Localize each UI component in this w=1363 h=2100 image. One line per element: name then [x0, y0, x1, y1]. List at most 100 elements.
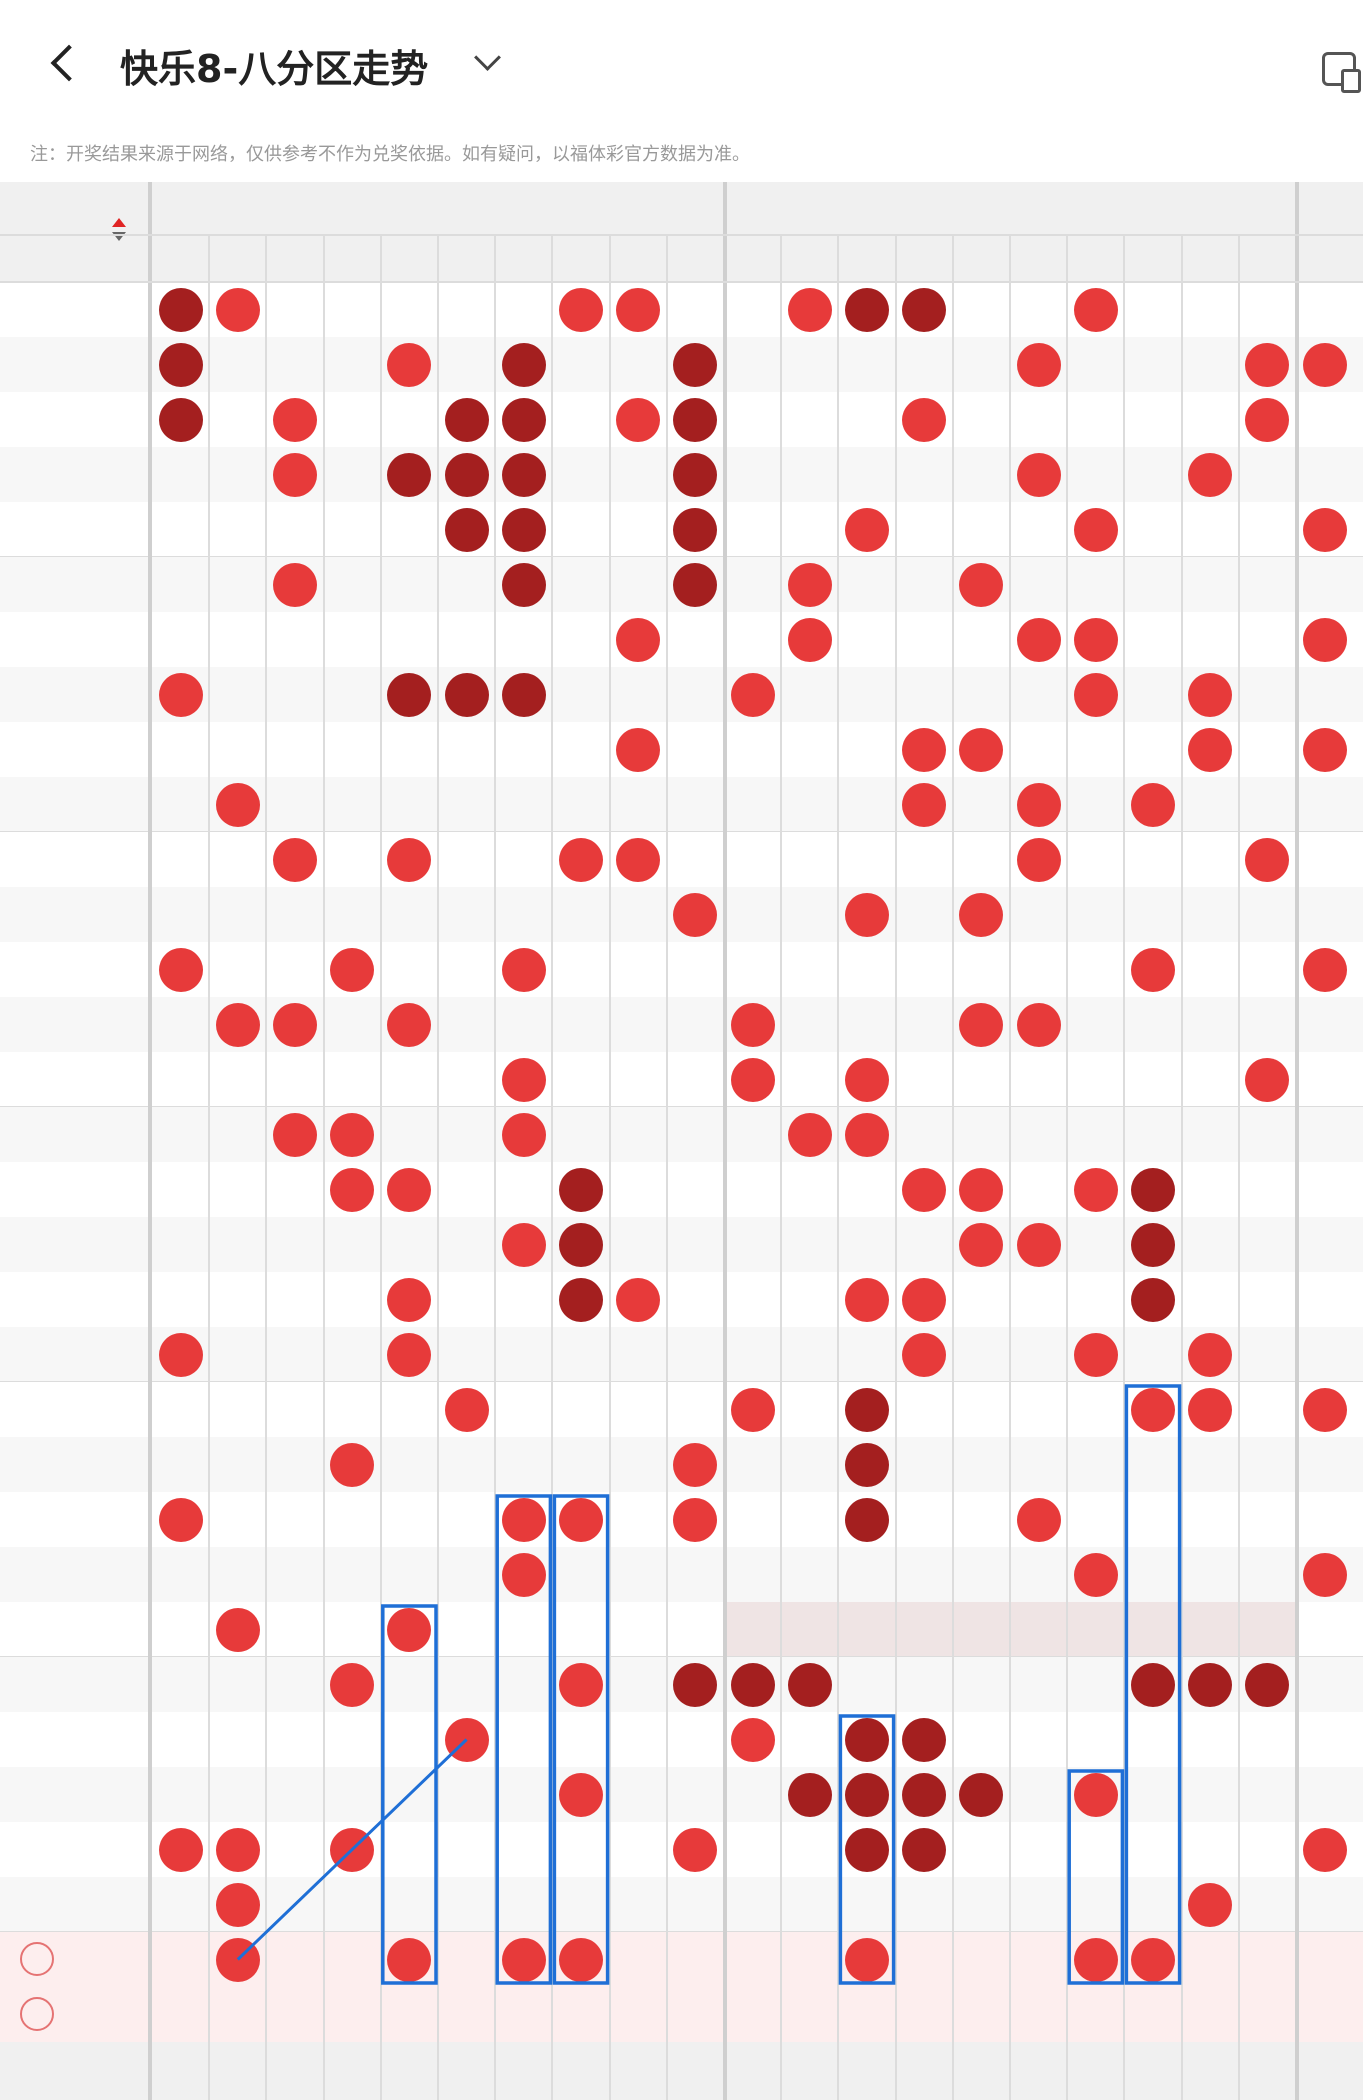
drawn-ball	[1302, 507, 1347, 552]
drawn-ball	[1302, 947, 1347, 992]
drawn-ball	[387, 837, 432, 882]
selected-ball[interactable]	[501, 1937, 546, 1982]
table-row	[0, 1712, 1363, 1767]
drawn-ball	[1302, 1387, 1347, 1432]
table-row	[0, 1547, 1363, 1602]
drawn-ball	[845, 1112, 889, 1157]
drawn-ball	[959, 562, 1004, 607]
drawn-ball	[902, 1277, 947, 1322]
drawn-ball	[673, 452, 718, 497]
drawn-ball	[501, 507, 546, 552]
drawn-ball	[1131, 1167, 1175, 1212]
drawn-ball	[902, 287, 947, 332]
drawn-ball	[1016, 1497, 1061, 1542]
drawn-ball	[787, 1772, 832, 1817]
column-divider	[837, 234, 840, 2100]
drawn-ball	[501, 562, 546, 607]
table-row	[0, 612, 1363, 667]
drawn-ball	[559, 1277, 603, 1322]
drawn-ball	[845, 892, 889, 937]
drawn-ball	[616, 727, 661, 772]
drawn-ball	[273, 397, 317, 442]
drawn-ball	[959, 1222, 1004, 1267]
drawn-ball	[902, 1772, 947, 1817]
top-bar: 快乐8-八分区走势 注：开奖结果来源于网络，仅供参考不作为兑奖依据。如有疑问，以…	[0, 0, 1363, 165]
drawn-ball	[158, 342, 203, 387]
selected-ball[interactable]	[387, 1937, 432, 1982]
drawn-ball	[902, 727, 947, 772]
drawn-ball	[845, 1717, 889, 1762]
drawn-ball	[1302, 1827, 1347, 1872]
screen-rotate-icon[interactable]	[1322, 52, 1361, 93]
drawn-ball	[1073, 287, 1118, 332]
drawn-ball	[1073, 507, 1118, 552]
drawn-ball	[559, 1662, 603, 1707]
drawn-ball	[215, 1002, 260, 1047]
drawn-ball	[1188, 1387, 1233, 1432]
drawn-ball	[1245, 837, 1290, 882]
drawn-ball	[845, 1387, 889, 1432]
drawn-ball	[1016, 837, 1061, 882]
drawn-ball	[845, 1827, 889, 1872]
drawn-ball	[444, 397, 489, 442]
column-divider	[437, 234, 439, 2100]
table-row	[0, 1107, 1363, 1162]
column-divider	[780, 234, 783, 2100]
selected-ball[interactable]	[845, 1937, 889, 1982]
selected-ball[interactable]	[1073, 1937, 1118, 1982]
sort-asc-icon[interactable]	[112, 218, 126, 227]
pick-row	[0, 1987, 1363, 2042]
pick-radio[interactable]	[20, 1942, 54, 1976]
back-arrow-icon[interactable]	[44, 40, 84, 90]
drawn-ball	[501, 1222, 546, 1267]
drawn-ball	[1073, 1772, 1118, 1817]
drawn-ball	[673, 1442, 718, 1487]
table-row	[0, 997, 1363, 1052]
drawn-ball	[959, 1772, 1004, 1817]
drawn-ball	[273, 837, 317, 882]
drawn-ball	[845, 1442, 889, 1487]
drawn-ball	[1302, 727, 1347, 772]
zone-divider	[1295, 182, 1299, 2100]
column-divider	[265, 234, 268, 2100]
drawn-ball	[444, 1717, 489, 1762]
table-row	[0, 1052, 1363, 1107]
drawn-ball	[559, 837, 603, 882]
drawn-ball	[673, 1497, 718, 1542]
drawn-ball	[902, 1332, 947, 1377]
drawn-ball	[387, 1167, 432, 1212]
drawn-ball	[273, 1002, 317, 1047]
drawn-ball	[387, 342, 432, 387]
drawn-ball	[387, 1002, 432, 1047]
drawn-ball	[501, 1057, 546, 1102]
column-divider	[1180, 234, 1183, 2100]
drawn-ball	[673, 892, 718, 937]
pick-radio[interactable]	[20, 1997, 54, 2031]
table-row	[0, 667, 1363, 722]
selected-ball[interactable]	[1131, 1937, 1175, 1982]
drawn-ball	[616, 1277, 661, 1322]
period-divider	[148, 182, 152, 2100]
drawn-ball	[1073, 672, 1118, 717]
drawn-ball	[444, 672, 489, 717]
selected-ball[interactable]	[559, 1937, 603, 1982]
drawn-ball	[959, 892, 1004, 937]
column-divider	[494, 234, 497, 2100]
drawn-ball	[787, 1112, 832, 1157]
drawn-ball	[730, 1717, 775, 1762]
drawn-ball	[501, 452, 546, 497]
page-title[interactable]: 快乐8-八分区走势	[120, 47, 429, 91]
drawn-ball	[673, 1827, 718, 1872]
drawn-ball	[616, 397, 661, 442]
selected-ball[interactable]	[215, 1937, 260, 1982]
drawn-ball	[1131, 1277, 1175, 1322]
drawn-ball	[215, 287, 260, 332]
sort-desc-icon[interactable]	[112, 232, 126, 241]
drawn-ball	[387, 1332, 432, 1377]
drawn-ball	[845, 1277, 889, 1322]
drawn-ball	[845, 1057, 889, 1102]
chevron-down-icon[interactable]	[474, 44, 501, 71]
drawn-ball	[330, 1112, 375, 1157]
drawn-ball	[1302, 1552, 1347, 1597]
drawn-ball	[1016, 1002, 1061, 1047]
